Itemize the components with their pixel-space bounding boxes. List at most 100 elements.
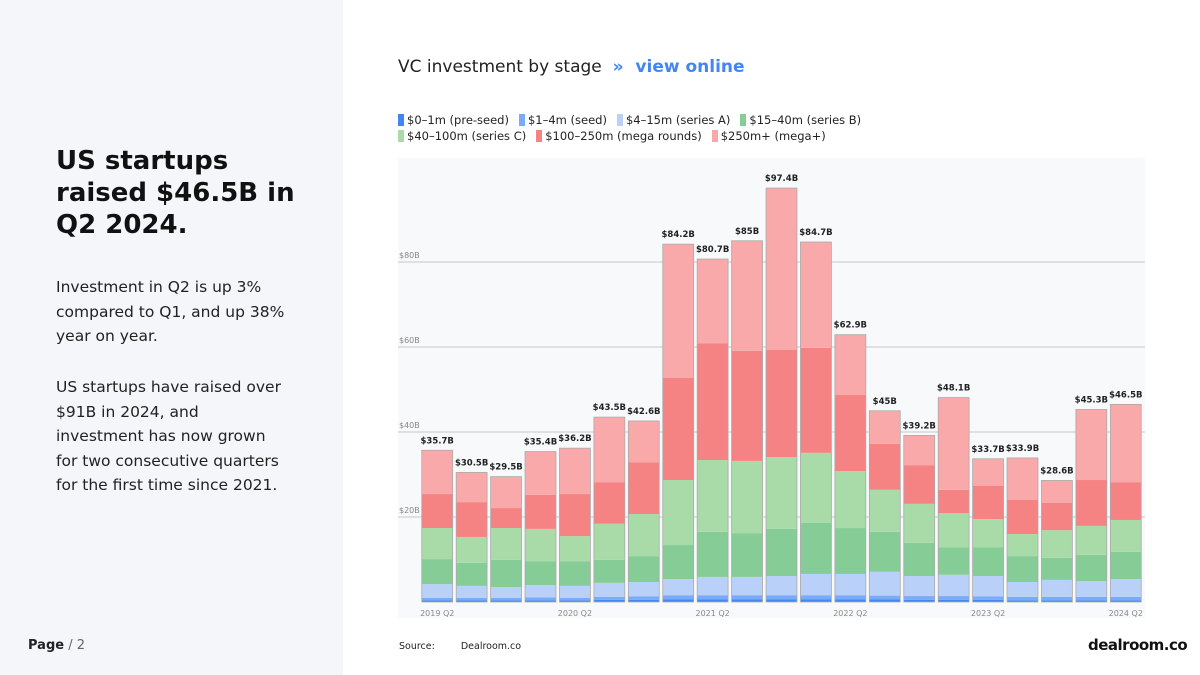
bar-segment xyxy=(1041,502,1073,531)
bar-segment xyxy=(525,597,556,601)
bar-segment xyxy=(938,599,970,602)
bar-segment xyxy=(800,452,832,523)
bar-segment xyxy=(525,585,556,598)
bar-segment xyxy=(1110,482,1142,520)
bar-segment xyxy=(421,584,453,598)
bar-segment xyxy=(421,559,453,585)
bar-segment xyxy=(421,450,453,495)
link-text[interactable]: view online xyxy=(635,57,745,77)
link[interactable]: » view online xyxy=(613,57,745,77)
bar-segment xyxy=(593,482,625,524)
bar-segment xyxy=(456,562,488,586)
bar-outline xyxy=(455,471,488,603)
bar-outline xyxy=(765,187,798,603)
legend-item: $100–250m (mega rounds) xyxy=(536,129,702,143)
bar-outline xyxy=(490,476,522,603)
bar-segment xyxy=(834,334,866,396)
total-label: $30.5B xyxy=(455,458,488,468)
legend-label: $250m+ (mega+) xyxy=(720,129,826,143)
total-label: $43.5B xyxy=(593,403,626,413)
bar-segment xyxy=(938,489,970,514)
bar-segment xyxy=(1007,534,1038,557)
bar-segment xyxy=(731,595,763,600)
bar-segment xyxy=(1075,600,1107,602)
bar-segment xyxy=(731,533,763,577)
bar-segment xyxy=(869,599,901,602)
bar-segment xyxy=(938,574,970,597)
bar-segment xyxy=(766,349,797,458)
bar-segment xyxy=(834,471,866,529)
page-indicator: Page / 2 xyxy=(28,638,85,653)
y-tick-label: $80B xyxy=(399,251,420,260)
bar-segment xyxy=(456,597,488,601)
bar-segment xyxy=(903,596,935,600)
legend-swatch xyxy=(536,130,543,142)
total-label: $84.7B xyxy=(799,228,832,238)
bar-segment xyxy=(800,595,832,600)
bar-segment xyxy=(593,599,625,602)
legend: $0–1m (pre-seed) $1–4m (seed) $4–15m (seri… xyxy=(398,113,998,143)
bar-segment xyxy=(525,561,556,585)
bar-segment xyxy=(972,485,1004,520)
heading: US startups raised $46.5B in Q2 2024. xyxy=(56,146,295,240)
bar-segment xyxy=(834,595,866,600)
chart-title: VC investment by stage xyxy=(398,57,602,77)
bar-segment xyxy=(490,597,522,601)
y-tick-label: $40B xyxy=(399,421,420,430)
bar-segment xyxy=(662,595,694,600)
bar-segment xyxy=(662,579,694,596)
bar-segment xyxy=(1041,579,1073,597)
legend-item: $250m+ (mega+) xyxy=(711,129,826,143)
bar-segment xyxy=(938,596,970,600)
bar-segment xyxy=(525,494,556,529)
total-label: $29.5B xyxy=(489,463,522,473)
bar-segment xyxy=(1007,500,1038,534)
total-label: $33.7B xyxy=(971,445,1004,455)
bar-segment xyxy=(834,528,866,574)
bar-segment xyxy=(1110,596,1142,601)
bar-segment xyxy=(490,508,522,529)
bar-outline xyxy=(1109,403,1142,603)
bar-segment xyxy=(903,576,935,597)
bar-outline xyxy=(662,243,695,603)
bar-segment xyxy=(834,395,866,472)
x-tick-label: 2019 Q2 xyxy=(420,609,454,618)
bar-segment xyxy=(456,502,488,537)
total-label: $62.9B xyxy=(834,321,867,331)
legend-label: $0–1m (pre-seed) xyxy=(407,113,509,127)
bar-segment xyxy=(1110,551,1142,580)
logo: dealroom.co xyxy=(1088,636,1188,654)
total-label: $80.7B xyxy=(696,245,729,255)
bar-segment xyxy=(869,489,901,532)
bar-outline xyxy=(972,458,1004,603)
bar-segment xyxy=(697,259,729,344)
bar-segment xyxy=(662,545,694,580)
paragraph: Investment in Q2 is up 3% compared to Q1… xyxy=(56,278,285,345)
bar-segment xyxy=(697,460,729,532)
total-label: $35.7B xyxy=(421,436,454,446)
bar-outline xyxy=(937,397,970,603)
bar-outline xyxy=(593,416,626,603)
bar-segment xyxy=(662,599,694,602)
bar-outline xyxy=(627,420,660,603)
legend-swatch xyxy=(398,130,404,142)
bar-segment xyxy=(766,576,797,596)
total-label: $48.1B xyxy=(937,384,970,394)
bar-segment xyxy=(559,494,591,537)
link-prefix[interactable]: » xyxy=(612,57,624,77)
total-label: $39.2B xyxy=(903,421,936,431)
bar-segment xyxy=(1075,596,1107,601)
bar-segment xyxy=(1007,600,1038,602)
legend-item: $15–40m (series B) xyxy=(740,113,861,127)
x-tick-label: 2022 Q2 xyxy=(833,609,867,618)
legend-item: $40–100m (series C) xyxy=(398,129,526,143)
x-tick-label: 2020 Q2 xyxy=(558,609,592,618)
bar-segment xyxy=(421,597,453,601)
bar-segment xyxy=(869,595,901,600)
bar-segment xyxy=(972,596,1004,600)
total-label: $46.5B xyxy=(1109,390,1142,400)
bar-segment xyxy=(938,547,970,575)
bar-segment xyxy=(593,582,625,597)
x-tick-label: 2023 Q2 xyxy=(971,609,1005,618)
